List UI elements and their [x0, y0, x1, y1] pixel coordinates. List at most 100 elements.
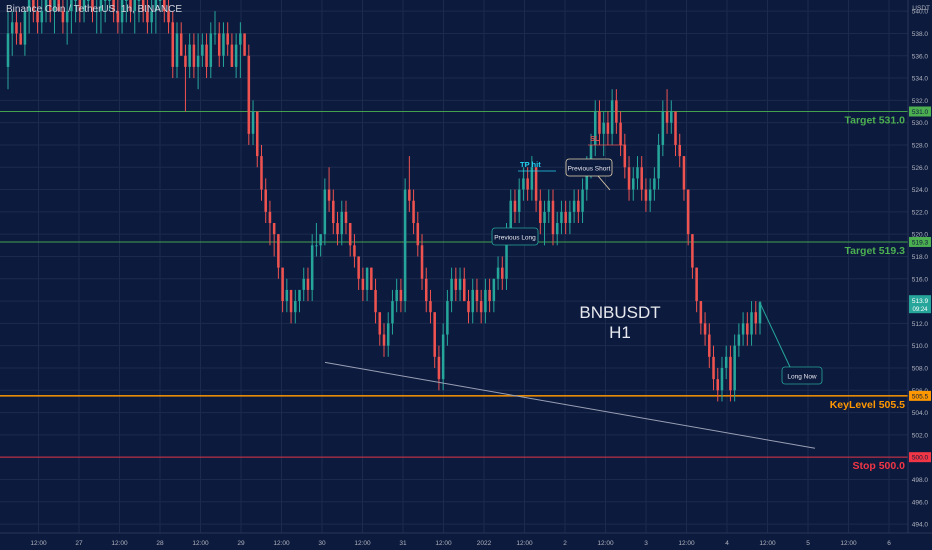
candle-body: [399, 289, 403, 302]
candle-body: [125, 0, 128, 1]
trendline: [324, 361, 816, 449]
candle-body: [479, 301, 483, 313]
candle-body: [391, 301, 394, 324]
previous-short-pointer: [597, 175, 611, 191]
time-tick-label: 5: [806, 540, 810, 547]
candle-body: [374, 289, 377, 313]
candle-body: [463, 278, 466, 302]
time-tick-label: 31: [399, 540, 407, 547]
candle-body: [332, 200, 335, 224]
candle-body: [163, 0, 166, 12]
candle-body: [365, 267, 369, 290]
candle-body: [370, 267, 373, 290]
candle-body: [458, 278, 462, 290]
candle-body: [429, 301, 432, 313]
candle-body: [691, 234, 694, 268]
candle-body: [285, 289, 289, 302]
price-tick-label: 520.0: [912, 232, 929, 239]
price-tick-label: 512.0: [912, 321, 929, 328]
level-lines: Target 531.0 Target 519.3 KeyLevel 505.5 St…: [0, 111, 908, 472]
candle-body: [437, 356, 441, 380]
candle-body: [589, 144, 593, 168]
symbol-legend: Binance Coin / TetherUS, 1h, BINANCE: [6, 4, 183, 15]
candle-body: [403, 189, 407, 302]
time-axis-bg: [0, 533, 932, 550]
candle-body: [340, 211, 344, 235]
candle-body: [640, 167, 643, 190]
candle-body: [116, 11, 120, 23]
level-tag: [909, 390, 931, 401]
candle-body: [103, 0, 107, 1]
level-tag: [909, 452, 931, 463]
candle-body: [585, 167, 589, 190]
candle-body: [310, 245, 314, 290]
level-tag: [909, 106, 931, 117]
candle-body: [70, 0, 73, 12]
candle-body: [209, 33, 213, 67]
candle-body: [615, 100, 618, 123]
pair-name: BNBUSDT: [579, 303, 661, 322]
pair-title: BNBUSDT H1: [560, 303, 680, 343]
price-tick-label: 534.0: [912, 76, 929, 83]
time-tick-label: 6: [887, 540, 891, 547]
candle-body: [99, 0, 103, 12]
time-tick-label: 12:00: [354, 540, 371, 547]
candle-body: [505, 234, 508, 279]
annotations: TP hit SL Previous Short Previous Long Long …: [324, 134, 823, 449]
candle-body: [674, 111, 677, 145]
candle-body: [213, 33, 217, 35]
candle-body: [712, 356, 715, 380]
long-now-callout: [781, 366, 823, 385]
candles: [6, 0, 762, 402]
candle-body: [555, 223, 559, 235]
candle-body: [729, 356, 732, 391]
time-tick-label: 12:00: [30, 540, 47, 547]
candle-body: [23, 11, 27, 45]
previous-short-callout: [565, 158, 613, 177]
countdown-label: 09:24: [912, 307, 928, 313]
candle-body: [412, 200, 415, 224]
last-price-label: 513.9: [912, 298, 929, 305]
candle-body: [581, 189, 584, 212]
candle-body: [264, 189, 267, 212]
candle-body: [602, 122, 605, 134]
candle-body: [382, 334, 386, 346]
price-tick-label: 504.0: [912, 410, 929, 417]
candle-body: [184, 55, 187, 67]
sl-label: SL: [590, 134, 600, 143]
candle-body: [686, 189, 690, 235]
candle-body: [450, 278, 453, 302]
candle-body: [741, 323, 745, 335]
time-tick-label: 2022: [477, 540, 492, 547]
candle-body: [648, 189, 652, 201]
candle-body: [386, 323, 390, 346]
candle-body: [319, 234, 322, 246]
level-tag-label: 505.5: [912, 393, 929, 400]
level-tag-label: 500.0: [912, 455, 929, 462]
candle-body: [593, 111, 597, 145]
candle-body: [513, 200, 517, 212]
candle-body: [492, 278, 496, 302]
candle-body: [496, 267, 500, 279]
time-tick-label: 28: [156, 540, 164, 547]
candle-body: [653, 178, 656, 190]
candle-body: [746, 323, 749, 335]
candle-body: [353, 245, 356, 257]
candle-body: [196, 55, 200, 67]
candle-body: [424, 278, 428, 302]
candle-body: [699, 301, 703, 324]
candle-body: [484, 289, 487, 313]
previous-short-label: Previous Short: [568, 166, 611, 173]
candle-body: [260, 156, 263, 190]
level-label: KeyLevel 505.5: [830, 399, 905, 411]
candle-body: [678, 144, 681, 157]
price-tick-label: 538.0: [912, 31, 929, 38]
candle-body: [306, 278, 310, 290]
candle-body: [40, 11, 44, 23]
candle-body: [737, 334, 741, 346]
time-tick-label: 4: [725, 540, 729, 547]
candle-body: [619, 122, 622, 145]
price-tick-label: 510.0: [912, 343, 929, 350]
